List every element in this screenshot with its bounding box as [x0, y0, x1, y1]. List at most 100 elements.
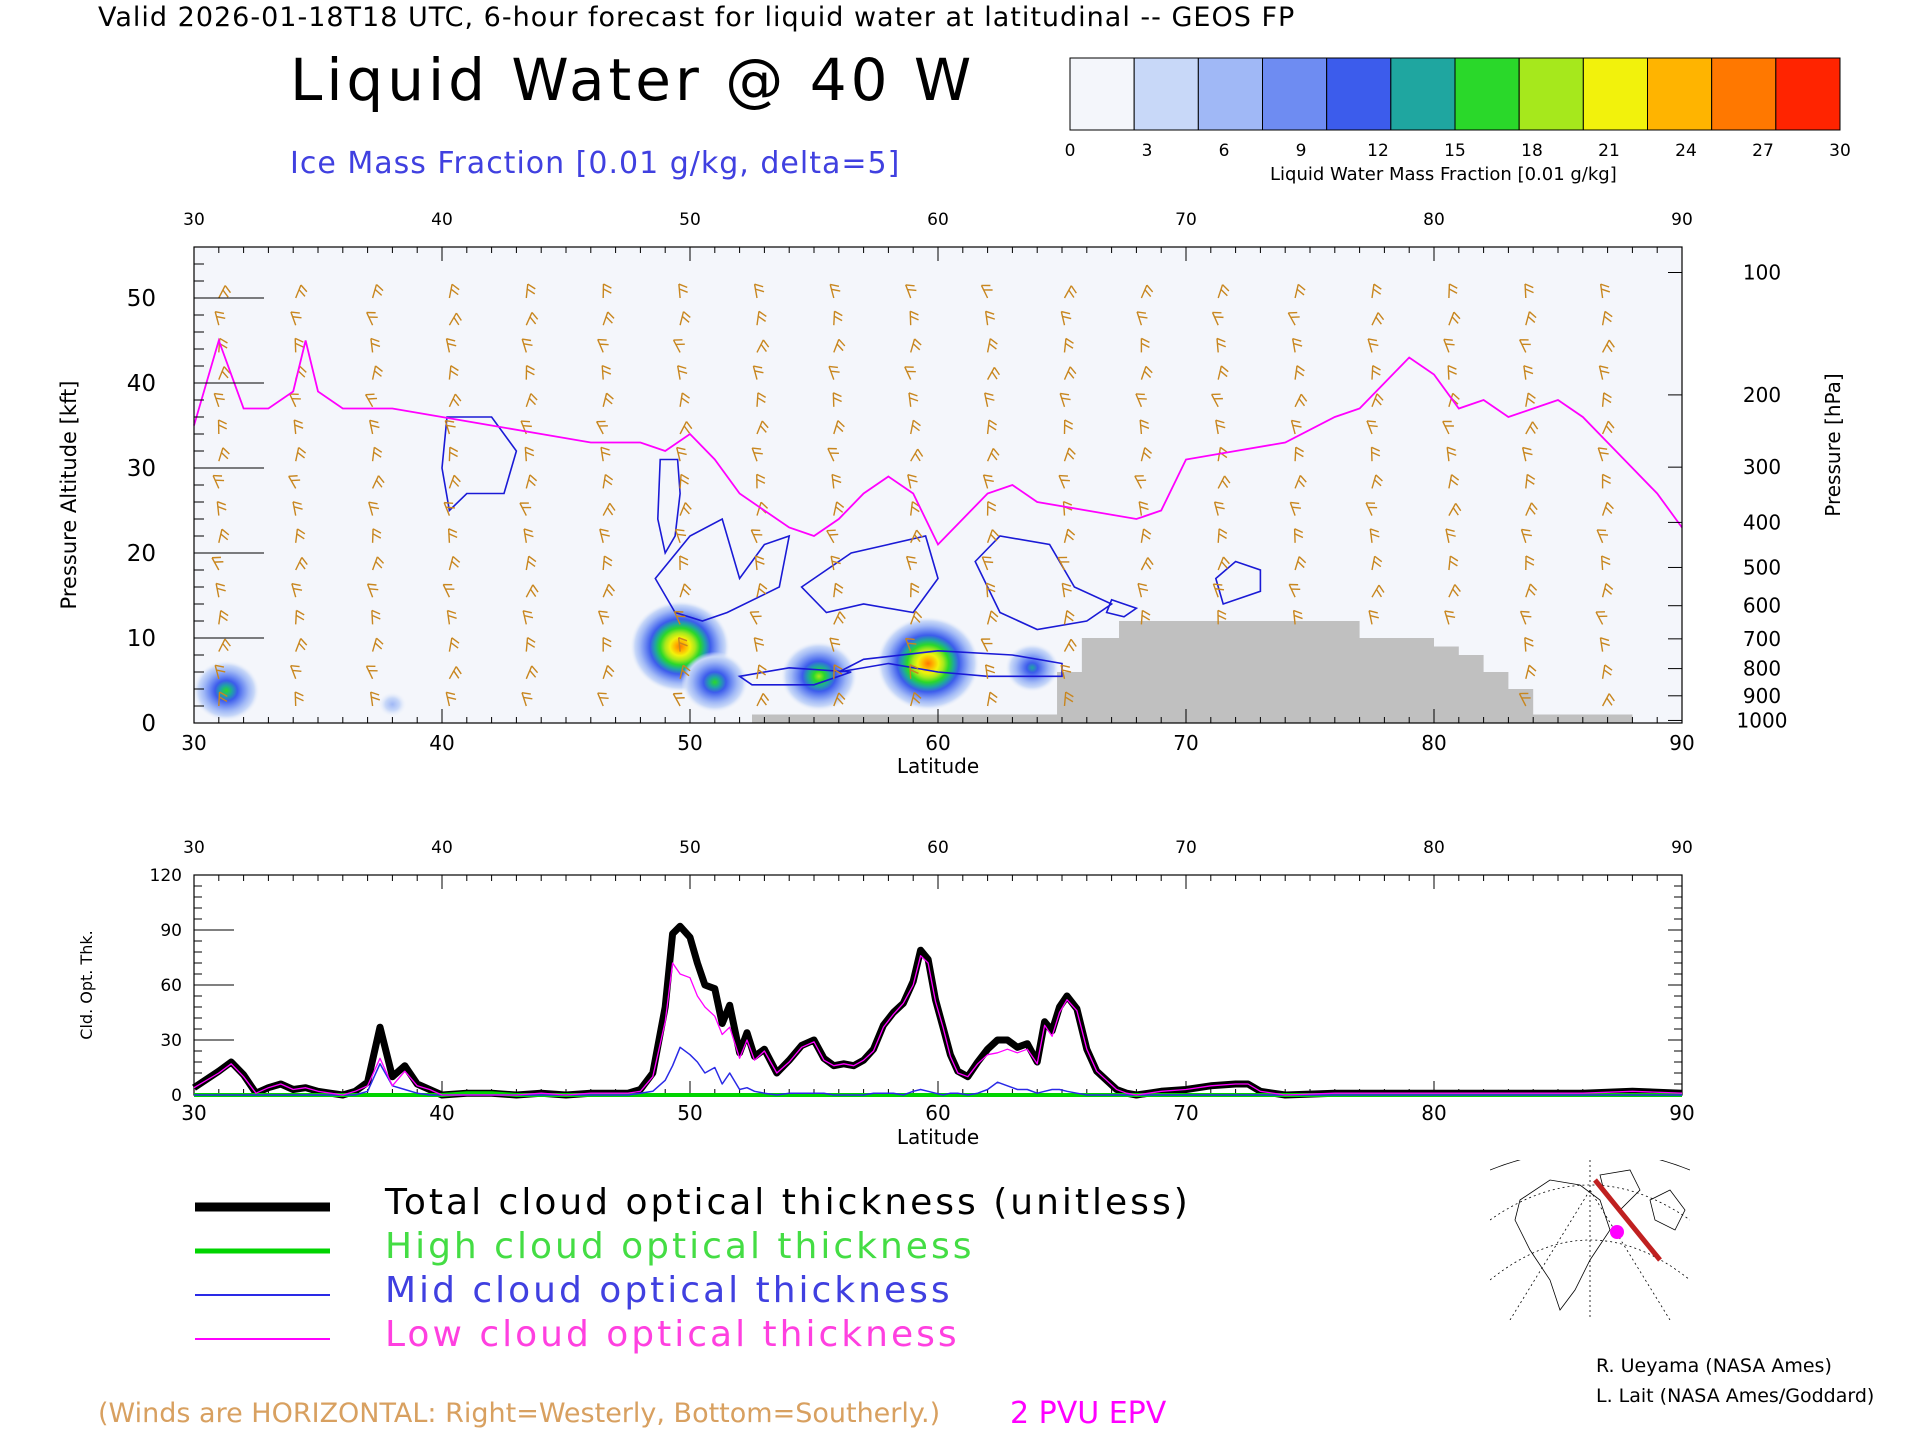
wind-barb: [830, 555, 841, 571]
cross-section-track: [1593, 1178, 1662, 1262]
wind-barb: [1444, 610, 1456, 625]
wind-barb: [448, 666, 462, 680]
wind-barb: [1601, 392, 1612, 407]
wind-barb: [679, 583, 692, 598]
wind-barb: [1291, 337, 1303, 353]
wind-barb: [525, 364, 535, 380]
y-tick-label: 20: [127, 541, 156, 567]
otk-y-tick-label: 120: [150, 866, 182, 886]
wind-barb: [218, 691, 228, 707]
credit-line-1: R. Ueyama (NASA Ames): [1596, 1355, 1832, 1377]
wind-barb: [679, 311, 691, 326]
colorbar-tick-label: 12: [1367, 141, 1389, 161]
wind-barb: [1215, 419, 1226, 435]
colorbar-tick-label: 6: [1219, 141, 1230, 161]
wind-barb: [218, 447, 230, 462]
wind-barb: [910, 419, 921, 435]
wind-barb: [525, 555, 537, 571]
wind-barb: [371, 609, 381, 625]
wind-barb: [1137, 582, 1149, 598]
ice-contour: [800, 535, 939, 614]
wind-barb: [1140, 528, 1152, 543]
wind-barb: [1601, 501, 1614, 516]
colorbar-tick-label: 21: [1598, 141, 1620, 161]
wind-barb: [214, 664, 226, 679]
wind-barb: [980, 284, 993, 299]
x-top-tick-label: 90: [1671, 210, 1693, 230]
otk-y-tick-label: 30: [160, 1031, 182, 1051]
ice-contour-label: Ice Mass Fraction [0.01 g/kg, delta=5]: [290, 146, 901, 181]
pressure-tick-label: 600: [1743, 594, 1781, 618]
wind-barb: [833, 664, 843, 679]
wind-barb: [1446, 446, 1457, 462]
wind-barb: [1058, 474, 1070, 489]
wind-barb: [1294, 365, 1305, 380]
wind-barb: [1525, 311, 1537, 326]
pvu-line: [193, 337, 1683, 547]
wind-barb: [602, 664, 615, 680]
wind-barb: [679, 664, 691, 679]
locator-map: [1490, 1160, 1690, 1320]
pressure-tick-label: 800: [1743, 657, 1781, 681]
wind-barb: [1448, 584, 1461, 598]
wind-barb: [1140, 365, 1153, 380]
wind-barb: [1448, 311, 1461, 326]
wind-barb: [211, 556, 224, 571]
wind-barb: [523, 528, 534, 543]
colorbar-swatch: [1133, 57, 1199, 131]
wind-barb: [295, 556, 308, 571]
wind-barb: [833, 582, 844, 598]
wind-barb: [1217, 284, 1230, 299]
wind-barb: [1212, 583, 1225, 598]
wind-barb: [1601, 664, 1613, 679]
wind-barb: [448, 283, 460, 299]
wind-barb: [1371, 283, 1382, 299]
wind-barb: [986, 691, 998, 707]
wind-barb: [212, 474, 225, 489]
wind-barb: [295, 638, 308, 652]
wind-barb: [833, 611, 846, 625]
otk-x-tick-label: 50: [677, 1101, 702, 1125]
wind-barb: [833, 310, 843, 326]
otk-x-tick-label: 80: [1421, 1101, 1446, 1125]
x-top-tick-label: 70: [1175, 210, 1197, 230]
wind-barb: [910, 448, 924, 462]
wind-barb: [525, 283, 536, 299]
pressure-tick-label: 300: [1743, 455, 1781, 479]
wind-barb: [980, 638, 993, 652]
cloud-optical-thickness-chart: 03060901203030404050506060707080809090La…: [77, 838, 1695, 1149]
wind-barb: [673, 610, 686, 625]
wind-barb: [525, 637, 536, 652]
wind-barb: [831, 473, 842, 489]
x-tick-label: 90: [1669, 731, 1694, 755]
wind-barb: [602, 583, 616, 598]
wind-barb: [910, 338, 922, 353]
wind-barb: [674, 528, 687, 544]
wind-barb: [445, 338, 457, 353]
wind-barb: [679, 392, 690, 407]
wind-barb: [602, 555, 613, 571]
colorbar-tick-label: 0: [1065, 141, 1076, 161]
wind-barb: [909, 310, 919, 326]
colorbar-label: Liquid Water Mass Fraction [0.01 g/kg]: [1270, 164, 1617, 185]
wind-barb: [756, 420, 769, 435]
wind-barb: [986, 500, 997, 516]
wind-barb: [833, 420, 845, 435]
wind-barb: [602, 636, 612, 652]
wind-barb: [754, 555, 765, 571]
wind-barb: [295, 528, 306, 543]
wind-barb: [214, 310, 226, 326]
wind-barb: [829, 283, 841, 299]
wind-barb: [446, 609, 457, 625]
wind-barb: [525, 665, 539, 680]
x-top-tick-label: 60: [927, 210, 949, 230]
wind-barb: [448, 474, 461, 489]
wind-barb: [371, 475, 385, 489]
wind-barb: [519, 502, 532, 516]
otk-plot-frame: [193, 874, 1683, 1096]
wind-barb: [1525, 473, 1536, 489]
wind-barb: [1368, 610, 1379, 625]
wind-barb: [984, 310, 996, 326]
wind-barb: [833, 338, 846, 353]
wind-barb: [1294, 393, 1308, 408]
